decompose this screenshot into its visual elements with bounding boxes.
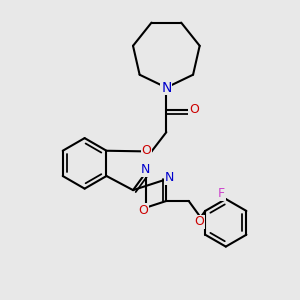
Text: N: N <box>165 171 174 184</box>
Text: N: N <box>161 81 172 94</box>
Text: O: O <box>141 144 151 157</box>
Text: O: O <box>194 215 204 228</box>
Text: F: F <box>218 187 225 200</box>
Text: N: N <box>141 163 151 176</box>
Text: O: O <box>189 103 199 116</box>
Text: O: O <box>139 203 148 217</box>
